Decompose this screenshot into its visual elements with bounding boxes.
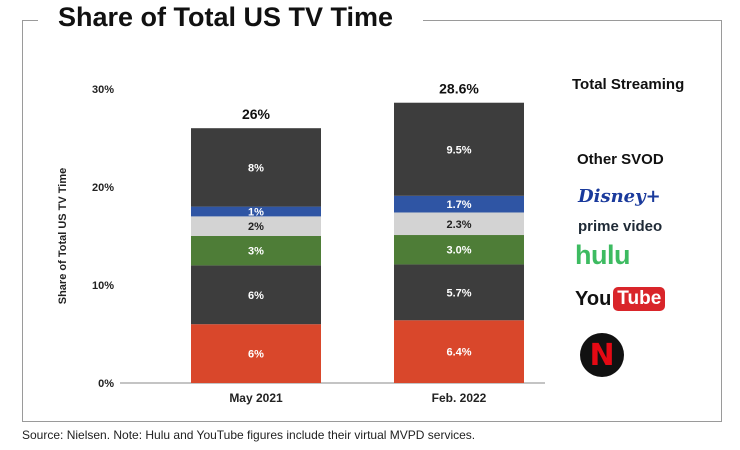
y-axis-label: Share of Total US TV Time — [57, 168, 69, 305]
source-note: Source: Nielsen. Note: Hulu and YouTube … — [22, 428, 476, 442]
bar-segment — [394, 102, 524, 196]
x-tick-label: Feb. 2022 — [432, 391, 487, 405]
bar-total-label: 26% — [242, 106, 271, 122]
bar-segment — [191, 206, 321, 217]
netflix-logo: N — [580, 333, 624, 377]
prime-video-logo: prime video — [578, 218, 663, 235]
bar-segment — [191, 128, 321, 207]
bar-segment-label: 2.3% — [446, 219, 471, 231]
y-tick-label: 10% — [92, 280, 114, 292]
y-tick-label: 30% — [92, 84, 114, 96]
bar-total-label: 28.6% — [439, 81, 479, 97]
legend-other-svod: Other SVOD — [577, 151, 664, 168]
bar-segment — [394, 235, 524, 265]
y-tick-label: 0% — [98, 378, 114, 390]
bar-segment-label: 3.0% — [446, 245, 471, 257]
frame-top-right — [423, 20, 722, 21]
bar-segment — [394, 212, 524, 236]
netflix-logo-letter: N — [589, 337, 615, 373]
bar-segment-label: 9.5% — [446, 144, 471, 156]
bar-segment — [191, 216, 321, 236]
youtube-logo-you: You — [575, 287, 612, 310]
x-tick-label: May 2021 — [229, 391, 283, 405]
bar-segment-label: 6.4% — [446, 347, 471, 359]
bar-segment-label: 6% — [248, 290, 264, 302]
chart-frame — [22, 20, 722, 422]
youtube-logo: You Tube — [575, 286, 666, 312]
disney-plus-logo: Disney+ — [578, 186, 661, 207]
bar-segment-label: 6% — [248, 349, 264, 361]
bar-segment — [191, 236, 321, 266]
bar-segment-label: 5.7% — [446, 287, 471, 299]
y-tick-label: 20% — [92, 182, 114, 194]
bar-segment-label: 1.7% — [446, 199, 471, 211]
bar-segment-label: 3% — [248, 246, 264, 258]
youtube-logo-tube: Tube — [613, 287, 666, 311]
bar-segment-label: 2% — [248, 221, 264, 233]
frame-top-left — [22, 20, 38, 21]
hulu-logo: hulu — [575, 240, 630, 270]
bar-segment — [191, 265, 321, 325]
legend-total-streaming: Total Streaming — [572, 76, 685, 93]
bar-segment-label: 1% — [248, 207, 264, 219]
bar-segment — [394, 264, 524, 321]
bar-segment-label: 8% — [248, 162, 264, 174]
bar-segment — [191, 324, 321, 383]
bar-segment — [394, 195, 524, 213]
bar-segment — [394, 320, 524, 383]
page-title: Share of Total US TV Time — [58, 2, 394, 32]
